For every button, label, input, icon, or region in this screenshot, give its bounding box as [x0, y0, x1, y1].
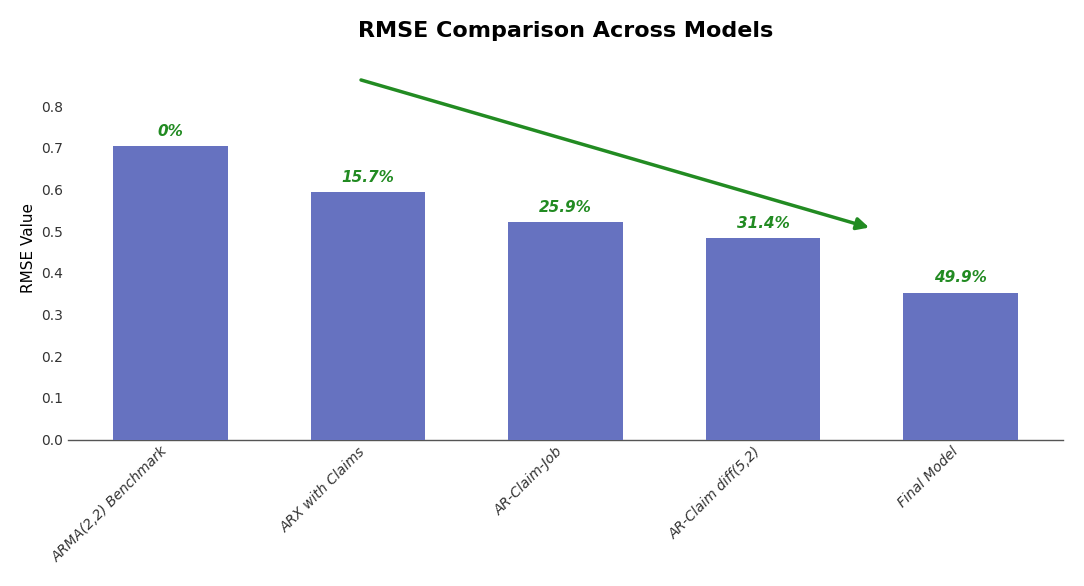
Text: 31.4%: 31.4% — [737, 216, 789, 231]
Text: 15.7%: 15.7% — [341, 169, 395, 185]
Bar — [508, 222, 623, 440]
Text: 0%: 0% — [158, 124, 183, 139]
Y-axis label: RMSE Value: RMSE Value — [21, 203, 36, 293]
Text: 25.9%: 25.9% — [539, 200, 592, 214]
Bar — [903, 292, 1018, 440]
Bar — [706, 239, 821, 440]
Title: RMSE Comparison Across Models: RMSE Comparison Across Models — [358, 21, 773, 41]
Bar — [311, 192, 426, 440]
Bar — [114, 146, 228, 440]
Text: 49.9%: 49.9% — [934, 270, 988, 285]
